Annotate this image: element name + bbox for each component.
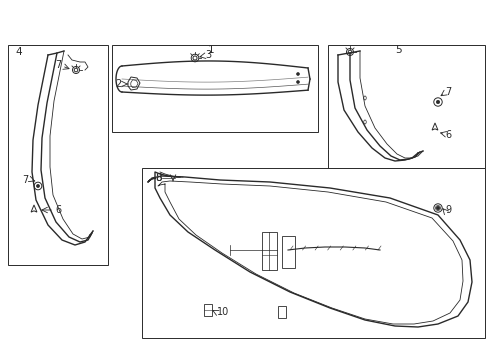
Text: 10: 10	[217, 307, 229, 317]
Bar	[112, 45, 318, 132]
Text: 7: 7	[445, 87, 451, 97]
Bar	[142, 168, 485, 338]
Circle shape	[436, 206, 440, 210]
Bar	[8, 45, 108, 265]
Bar	[328, 45, 485, 168]
Circle shape	[436, 100, 440, 104]
Text: 3: 3	[205, 50, 211, 60]
Text: 8: 8	[155, 173, 162, 183]
Text: 7: 7	[55, 60, 61, 70]
Bar	[282, 236, 295, 268]
Bar	[262, 232, 277, 270]
Text: 5: 5	[395, 45, 402, 55]
Circle shape	[296, 81, 299, 84]
Text: 2: 2	[116, 79, 122, 89]
Circle shape	[36, 184, 40, 188]
Text: 1: 1	[208, 45, 215, 55]
Bar	[278, 306, 286, 318]
Text: 6: 6	[55, 205, 61, 215]
Text: 9: 9	[445, 205, 451, 215]
Bar	[204, 304, 212, 316]
Text: 7: 7	[22, 175, 28, 185]
Text: 8: 8	[155, 173, 162, 183]
Text: 6: 6	[445, 130, 451, 140]
Circle shape	[296, 72, 299, 76]
Text: 4: 4	[15, 47, 22, 57]
